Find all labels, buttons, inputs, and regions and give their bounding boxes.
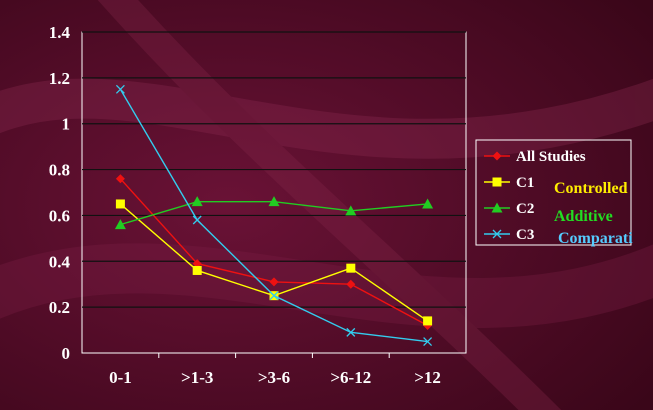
data-point bbox=[191, 196, 203, 207]
data-point bbox=[268, 196, 280, 207]
annotation-label: Comparati bbox=[558, 230, 633, 247]
data-point bbox=[192, 265, 202, 275]
y-axis: 0 0.2 0.4 0.6 0.8 1 1.2 1.4 bbox=[49, 23, 71, 363]
y-tick-label: 0.4 bbox=[49, 252, 71, 271]
series-2 bbox=[114, 196, 434, 230]
data-point bbox=[114, 219, 126, 230]
legend-box bbox=[475, 139, 632, 246]
data-point bbox=[345, 205, 357, 216]
data-point bbox=[192, 259, 202, 269]
legend-marker bbox=[492, 177, 502, 187]
x-tick-label: >3-6 bbox=[258, 368, 290, 387]
data-point bbox=[269, 291, 279, 301]
y-tick-label: 1.2 bbox=[49, 69, 70, 88]
y-tick-label: 0.6 bbox=[49, 206, 70, 225]
x-axis: 0-1 >1-3 >3-6 >6-12 >12 bbox=[109, 353, 441, 387]
legend-marker bbox=[491, 202, 503, 213]
data-point bbox=[192, 215, 202, 225]
legend-label: C3 bbox=[516, 227, 534, 243]
y-tick-label: 0.8 bbox=[49, 161, 70, 180]
data-point bbox=[115, 199, 125, 209]
data-point bbox=[423, 316, 433, 326]
x-tick-label: >12 bbox=[414, 368, 441, 387]
legend-label: C2 bbox=[516, 201, 534, 217]
data-point bbox=[115, 174, 125, 184]
data-point bbox=[346, 327, 356, 337]
legend-label: C1 bbox=[516, 175, 534, 191]
x-tick-label: >6-12 bbox=[330, 368, 371, 387]
legend-marker bbox=[492, 229, 502, 239]
y-tick-label: 1.4 bbox=[49, 23, 71, 42]
annotation-label: Additive bbox=[554, 208, 613, 225]
y-tick-label: 1 bbox=[62, 115, 71, 134]
y-tick-label: 0 bbox=[62, 344, 71, 363]
series-3 bbox=[115, 84, 433, 346]
data-point bbox=[269, 277, 279, 287]
legend-item: C1 bbox=[484, 175, 534, 191]
legend-item: C2 bbox=[484, 201, 534, 217]
annotation-label: Controlled bbox=[554, 180, 628, 197]
data-point bbox=[423, 337, 433, 346]
legend-label: All Studies bbox=[516, 149, 586, 165]
x-tick-label: >1-3 bbox=[181, 368, 213, 387]
data-point bbox=[346, 279, 356, 289]
x-tick-label: 0-1 bbox=[109, 368, 132, 387]
gridlines bbox=[82, 31, 466, 308]
y-tick-label: 0.2 bbox=[49, 298, 70, 317]
data-point bbox=[346, 263, 356, 273]
legend-marker bbox=[492, 151, 502, 161]
series-layer bbox=[114, 84, 434, 346]
legend-item: C3 bbox=[484, 227, 534, 243]
data-point bbox=[115, 84, 125, 94]
annotations: Controlled Additive Comparati bbox=[554, 180, 633, 247]
legend-item: All Studies bbox=[484, 149, 586, 165]
legend: All Studies C1 C2 C3 bbox=[475, 139, 632, 246]
data-point bbox=[422, 198, 434, 209]
